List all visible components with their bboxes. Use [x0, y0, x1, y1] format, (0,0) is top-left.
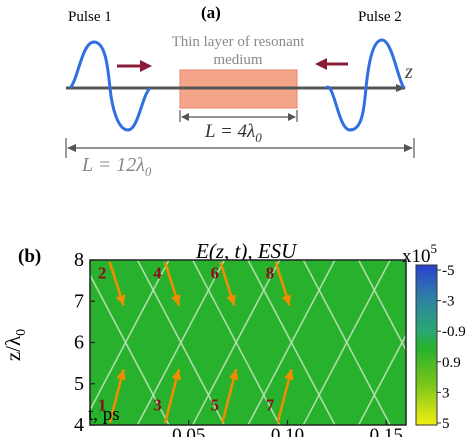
pulse1-label: Pulse 1	[68, 9, 112, 25]
colorbar-tick-label-5: 3	[442, 385, 450, 401]
pulse1-direction-arrow	[117, 60, 152, 72]
x-tick-label-0.05: 0.05	[172, 425, 205, 437]
arrow-number-1: 1	[98, 396, 107, 415]
outer-length-dimension	[65, 138, 415, 158]
y-tick-label-6: 6	[74, 332, 84, 354]
x-tick-label-0.10: 0.10	[271, 425, 304, 437]
x-axis-ticks: 0.05 0.10 0.15	[172, 420, 403, 437]
panel-a: (a) Pulse 1 Pulse 2 Thin layer of resona…	[65, 3, 415, 179]
inner-length-label: L = 4λ0	[204, 121, 262, 145]
inner-length-dimension	[179, 110, 298, 122]
pulse-arrowhead-2	[115, 294, 126, 306]
y-axis-label: z/λ0	[1, 329, 29, 361]
arrow-number-3: 3	[153, 396, 162, 415]
pulse2-wave	[324, 38, 406, 132]
arrow-number-2: 2	[98, 264, 107, 283]
heatmap-pulse-arrows	[108, 261, 294, 424]
pulse1-wave	[68, 40, 152, 132]
colorbar-ticks: -5 -3 -0.9 0.9 3 5	[437, 263, 466, 432]
pulse-arrowhead-6	[226, 294, 236, 306]
panel-b: (b) E(z, t), ESU 1 2 3 4 5 6 7 8 4 5 6 7 8 0.05 0.10…	[1, 239, 466, 437]
pulse-arrowhead-8	[281, 294, 292, 306]
colorbar-exponent: x105	[402, 241, 437, 267]
colorbar-tick-label-4: 0.9	[442, 355, 461, 371]
y-axis-ticks: 4 5 6 7 8	[74, 249, 95, 436]
pulse-arrowhead-4	[171, 294, 181, 306]
colorbar-tick-label-2: -3	[442, 294, 455, 310]
colorbar-tick-label-3: -0.9	[442, 324, 466, 340]
panel-b-title: E(z, t), ESU	[195, 239, 298, 263]
wave-line-down-4	[247, 260, 336, 425]
pulse-arrowhead-5	[228, 369, 239, 381]
colorbar	[415, 264, 438, 426]
pulse-arrowhead-3	[171, 369, 182, 381]
arrow-number-5: 5	[210, 396, 219, 415]
y-tick-label-4: 4	[74, 414, 84, 436]
y-tick-label-7: 7	[74, 290, 84, 312]
medium-label-line1: Thin layer of resonant	[172, 34, 306, 50]
arrow-number-8: 8	[266, 264, 275, 283]
y-tick-label-8: 8	[74, 249, 84, 271]
pulse2-direction-arrow	[315, 58, 348, 70]
arrow-number-7: 7	[266, 396, 275, 415]
panel-a-label: (a)	[201, 3, 221, 22]
pulse-arrowhead-7	[284, 369, 294, 381]
heatmap-wave-lines	[90, 260, 406, 425]
wave-line-down-5	[302, 260, 391, 425]
wave-line-down-3	[191, 260, 281, 425]
colorbar-tick-label-1: -5	[442, 263, 455, 279]
pulse-arrowhead-1	[116, 369, 126, 381]
medium-label-line2: medium	[213, 52, 262, 68]
wave-line-down-2	[136, 260, 226, 425]
arrow-number-4: 4	[153, 264, 162, 283]
heatmap-arrow-labels: 1 2 3 4 5 6 7 8	[98, 264, 275, 415]
x-tick-label-0.15: 0.15	[370, 425, 403, 437]
panel-b-label: (b)	[18, 246, 41, 267]
wave-line-down-6	[357, 260, 406, 352]
colorbar-tick-label-6: 5	[442, 416, 450, 432]
wave-line-down-1	[90, 273, 170, 425]
heatmap-background	[90, 260, 406, 425]
x-axis-label: t, ps	[88, 404, 120, 425]
z-axis-label: z	[404, 61, 413, 83]
arrow-number-6: 6	[210, 264, 219, 283]
y-tick-label-5: 5	[74, 373, 84, 395]
outer-length-label: L = 12λ0	[81, 154, 152, 179]
pulse2-label: Pulse 2	[358, 9, 402, 25]
